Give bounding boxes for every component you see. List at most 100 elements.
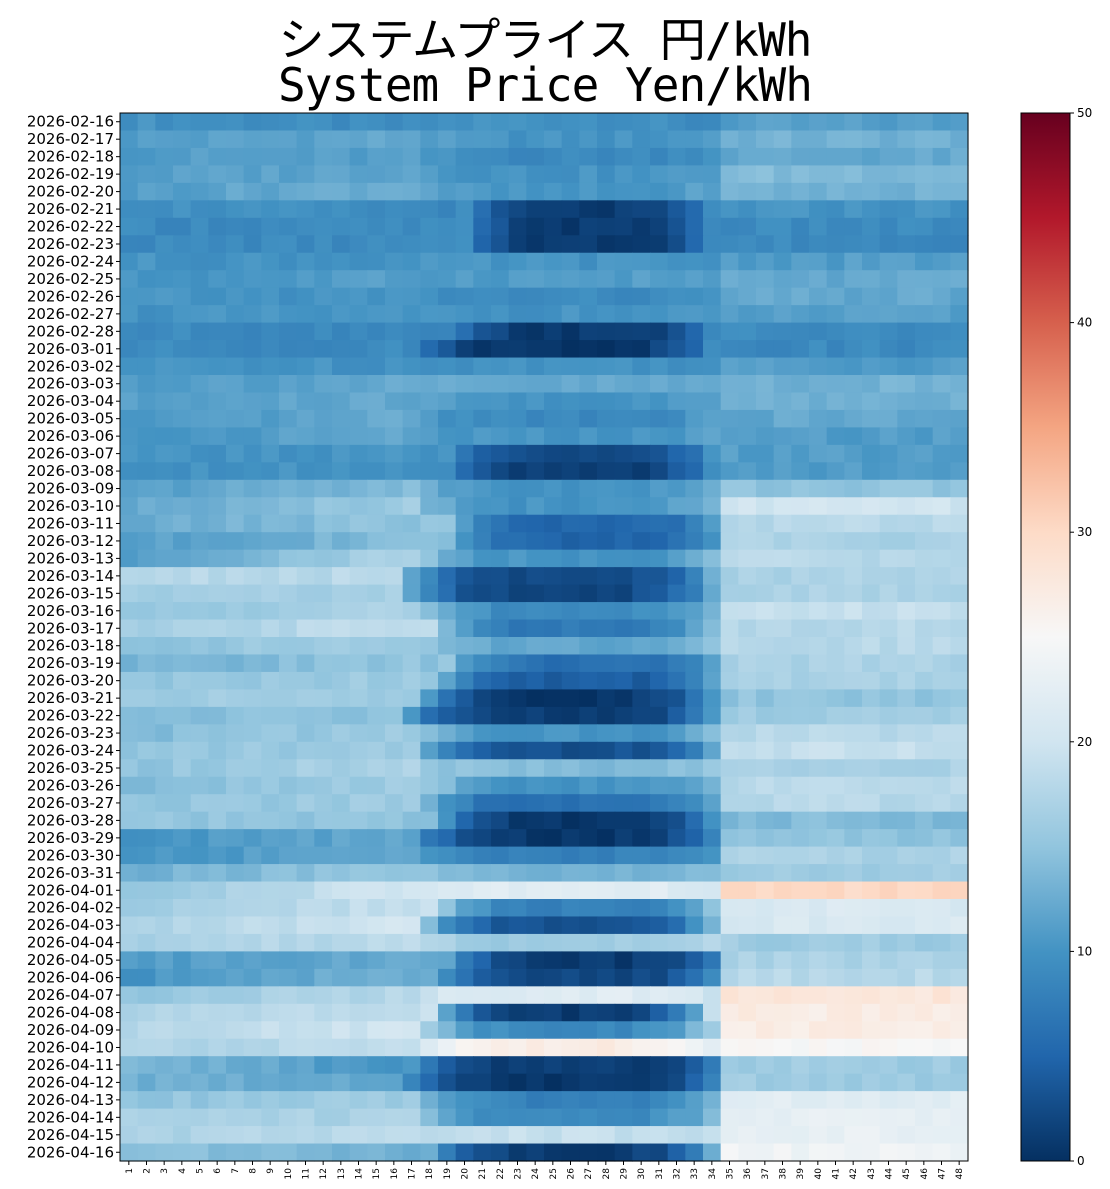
heatmap-cell: [809, 287, 828, 306]
heatmap-cell: [208, 1091, 227, 1110]
heatmap-cell: [226, 829, 245, 848]
y-tick-label: 2026-04-03: [27, 916, 114, 934]
heatmap-cell: [685, 776, 704, 795]
heatmap-cell: [296, 479, 315, 498]
heatmap-cell: [773, 1143, 792, 1162]
heatmap-cell: [314, 776, 333, 795]
heatmap-cell: [897, 1003, 916, 1022]
heatmap-cell: [349, 235, 368, 254]
x-tick-label: 32: [673, 1168, 683, 1179]
heatmap-cell: [120, 182, 139, 201]
heatmap-cell: [332, 724, 351, 743]
heatmap-cell: [243, 794, 262, 813]
heatmap-cell: [208, 1073, 227, 1092]
heatmap-cell: [455, 724, 474, 743]
heatmap-cell: [261, 479, 280, 498]
heatmap-cell: [332, 165, 351, 184]
heatmap-cell: [897, 1091, 916, 1110]
heatmap-cell: [703, 444, 722, 463]
heatmap-cell: [738, 1021, 757, 1040]
heatmap-cell: [561, 759, 580, 778]
heatmap-cell: [314, 706, 333, 725]
heatmap-cell: [226, 584, 245, 603]
heatmap-cell: [208, 497, 227, 516]
heatmap-cell: [137, 322, 156, 341]
heatmap-cell: [455, 252, 474, 271]
heatmap-cell: [579, 1143, 598, 1162]
heatmap-cell: [915, 899, 934, 918]
heatmap-cell: [438, 444, 457, 463]
heatmap-cell: [685, 1073, 704, 1092]
heatmap-cell: [155, 916, 174, 935]
heatmap-cell: [720, 916, 739, 935]
heatmap-cell: [190, 602, 209, 621]
heatmap-cell: [455, 340, 474, 359]
heatmap-cell: [756, 654, 775, 673]
heatmap-cell: [420, 986, 439, 1005]
heatmap-cell: [279, 514, 298, 533]
heatmap-cell: [667, 776, 686, 795]
heatmap-cell: [385, 741, 404, 760]
heatmap-cell: [579, 1038, 598, 1057]
heatmap-cell: [614, 147, 633, 166]
heatmap-cell: [190, 1073, 209, 1092]
heatmap-cell: [491, 200, 510, 219]
heatmap-cell: [685, 1021, 704, 1040]
heatmap-cell: [420, 567, 439, 586]
heatmap-cell: [438, 968, 457, 987]
heatmap-cell: [385, 113, 404, 132]
heatmap-cell: [756, 252, 775, 271]
heatmap-cell: [561, 741, 580, 760]
heatmap-cell: [809, 409, 828, 428]
x-tick-label: 38: [779, 1168, 789, 1180]
heatmap-cell: [720, 1091, 739, 1110]
heatmap-cell: [614, 951, 633, 970]
heatmap-cell: [190, 1143, 209, 1162]
heatmap-cell: [826, 1091, 845, 1110]
heatmap-cell: [296, 1143, 315, 1162]
heatmap-cell: [862, 444, 881, 463]
heatmap-cell: [508, 619, 527, 638]
heatmap-cell: [473, 427, 492, 446]
heatmap-cell: [367, 1073, 386, 1092]
heatmap-cell: [597, 811, 616, 830]
heatmap-cell: [491, 217, 510, 236]
heatmap-cell: [862, 1091, 881, 1110]
heatmap-cell: [296, 270, 315, 289]
heatmap-cell: [455, 287, 474, 306]
heatmap-cell: [279, 619, 298, 638]
heatmap-cell: [261, 409, 280, 428]
heatmap-cell: [420, 881, 439, 900]
heatmap-cell: [385, 1108, 404, 1127]
heatmap-cell: [190, 1003, 209, 1022]
heatmap-cell: [296, 409, 315, 428]
heatmap-cell: [809, 759, 828, 778]
heatmap-cell: [402, 759, 421, 778]
heatmap-cell: [402, 357, 421, 376]
heatmap-cell: [279, 637, 298, 656]
heatmap-cell: [473, 1073, 492, 1092]
heatmap-cell: [349, 846, 368, 865]
heatmap-cell: [261, 689, 280, 708]
heatmap-cell: [332, 846, 351, 865]
heatmap-cell: [314, 252, 333, 271]
heatmap-cell: [597, 322, 616, 341]
heatmap-cell: [226, 968, 245, 987]
heatmap-cell: [738, 689, 757, 708]
heatmap-cell: [897, 444, 916, 463]
heatmap-cell: [243, 1108, 262, 1127]
heatmap-cell: [332, 671, 351, 690]
heatmap-cell: [314, 532, 333, 551]
heatmap-cell: [597, 165, 616, 184]
heatmap-cell: [932, 1143, 951, 1162]
heatmap-cell: [879, 1021, 898, 1040]
heatmap-cell: [632, 776, 651, 795]
heatmap-cell: [137, 130, 156, 149]
heatmap-cell: [826, 1073, 845, 1092]
heatmap-cell: [650, 147, 669, 166]
heatmap-cell: [561, 479, 580, 498]
heatmap-cell: [544, 968, 563, 987]
heatmap-cell: [950, 514, 969, 533]
heatmap-cell: [756, 1056, 775, 1075]
heatmap-cell: [932, 986, 951, 1005]
